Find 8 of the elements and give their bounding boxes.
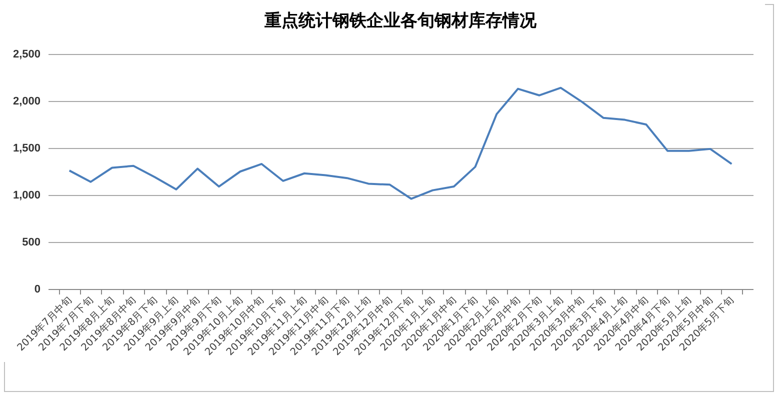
y-tick-label: 2,500 [12,48,40,60]
y-tick-label: 2,000 [12,96,40,108]
line-series [68,86,733,200]
y-tick-label: 1,500 [12,142,40,154]
y-tick-label: 0 [34,284,40,296]
y-tick-label: 500 [22,236,40,248]
y-tick-label: 1,000 [12,190,40,202]
chart-title: 重点统计钢铁企业各旬钢材库存情况 [264,11,538,31]
